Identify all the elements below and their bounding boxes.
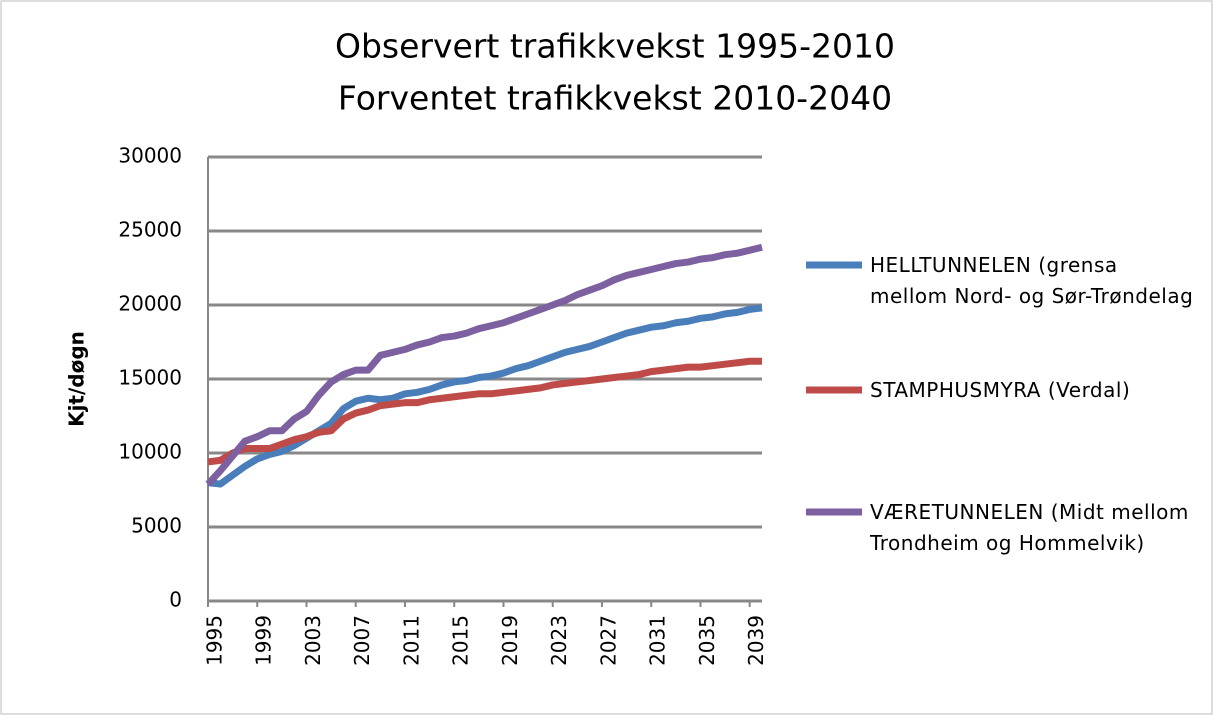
y-tick-label: 5000 — [131, 514, 182, 538]
x-tick-label: 1995 — [203, 615, 227, 666]
y-tick-label: 10000 — [118, 440, 182, 464]
legend-label: HELLTUNNELEN (grensa mellom Nord- og Sør… — [870, 253, 1194, 308]
x-tick-label: 2019 — [498, 615, 522, 666]
y-tick-label: 30000 — [118, 144, 182, 168]
x-tick-label: 1999 — [252, 615, 276, 666]
chart-title: Observert trafikkvekst 1995-2010 — [335, 27, 895, 66]
chart-subtitle: Forventet trafikkvekst 2010-2040 — [338, 79, 892, 118]
series-line — [207, 304, 763, 488]
series-line — [207, 357, 762, 466]
x-tick-label: 2003 — [301, 615, 325, 666]
legend-label: VÆRETUNNELEN (Midt mellom Trondheim og H… — [870, 500, 1189, 555]
x-tick-label: 2039 — [744, 615, 768, 666]
x-tick-label: 2027 — [596, 615, 620, 666]
x-tick-label: 2011 — [399, 615, 423, 666]
x-tick-label: 2031 — [646, 615, 670, 666]
y-tick-label: 20000 — [118, 292, 182, 316]
series-line — [205, 243, 763, 487]
x-tick-label: 2015 — [449, 615, 473, 666]
y-tick-label: 25000 — [118, 218, 182, 242]
legend-label: STAMPHUSMYRA (Verdal) — [870, 378, 1131, 402]
y-tick-label: 15000 — [118, 366, 182, 390]
x-tick-label: 2023 — [547, 615, 571, 666]
y-tick-label: 0 — [169, 588, 182, 612]
x-tick-label: 2007 — [350, 615, 374, 666]
y-axis-label: Kjt/døgn — [65, 331, 89, 427]
x-tick-label: 2035 — [695, 615, 719, 666]
